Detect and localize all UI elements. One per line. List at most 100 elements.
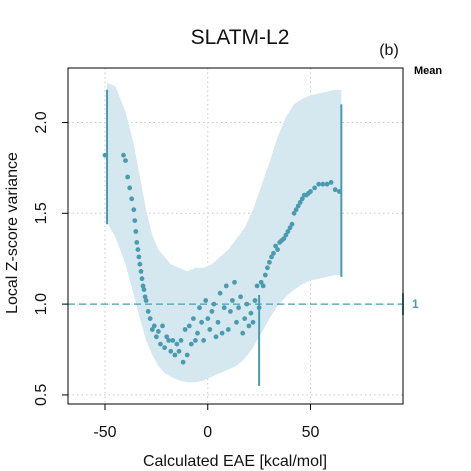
data-point [260, 283, 266, 289]
data-point [166, 338, 172, 343]
data-point [160, 323, 165, 329]
data-point [203, 298, 209, 303]
data-point [299, 196, 305, 202]
data-point [199, 319, 205, 325]
data-point [182, 327, 188, 332]
y-tick-label: 2.0 [33, 111, 50, 133]
data-point [178, 338, 184, 343]
data-point [211, 301, 217, 307]
data-point [134, 240, 140, 245]
data-point [281, 236, 287, 242]
confidence-band [107, 82, 342, 383]
data-point [154, 334, 159, 340]
data-point [147, 316, 153, 321]
data-point [332, 187, 338, 193]
data-point [293, 207, 299, 213]
data-point [244, 301, 250, 307]
data-point [232, 279, 237, 285]
reference-line-label: 1 [412, 297, 419, 311]
data-point [162, 345, 168, 351]
data-point [248, 310, 254, 316]
data-point [267, 259, 272, 265]
data-point [195, 330, 200, 336]
data-point [221, 305, 227, 311]
data-point [186, 323, 192, 329]
plot-frame [67, 67, 404, 405]
data-point [258, 279, 264, 285]
data-point [201, 338, 207, 343]
data-point [242, 316, 248, 321]
data-point [207, 327, 213, 332]
y-tick-label: 0.5 [33, 384, 50, 406]
data-point [256, 305, 262, 311]
data-point [193, 338, 198, 343]
data-point [142, 294, 148, 300]
data-point [275, 247, 280, 253]
axis-ticks: -50 0 50 0.5 1.0 1.5 2.0 [33, 111, 320, 441]
data-point [170, 338, 176, 343]
data-point [273, 243, 278, 249]
data-point [168, 348, 174, 354]
data-point [308, 189, 313, 194]
x-axis-title: Calculated EAE [kcal/mol] [143, 453, 327, 470]
data-point [295, 203, 301, 209]
data-point [289, 221, 295, 227]
data-point [234, 319, 239, 325]
data-point [287, 225, 293, 231]
data-point [127, 185, 133, 191]
data-point [219, 330, 225, 336]
data-point [238, 294, 244, 300]
data-point [217, 290, 223, 296]
data-point [228, 309, 233, 314]
data-point [252, 298, 258, 303]
chart-title: SLATM-L2 [191, 26, 290, 49]
data-point [184, 352, 190, 358]
data-point [205, 316, 211, 321]
data-point [285, 229, 291, 234]
data-point [240, 330, 246, 336]
data-point [336, 189, 342, 194]
data-point [135, 247, 141, 253]
data-point [191, 316, 196, 321]
y-tick-label: 1.0 [33, 293, 50, 315]
data-point [131, 207, 137, 213]
data-point [297, 200, 303, 205]
data-point [230, 298, 235, 303]
data-point [149, 327, 155, 332]
data-point [283, 232, 289, 238]
data-point [176, 348, 182, 354]
data-point [137, 261, 143, 267]
data-points [102, 152, 342, 365]
data-point [188, 341, 194, 347]
x-tick-label: 50 [302, 424, 320, 441]
panel-label: (b) [379, 42, 399, 59]
data-point [225, 327, 231, 332]
data-point [121, 152, 126, 158]
data-point [132, 218, 138, 224]
data-point [254, 283, 260, 289]
data-point [125, 174, 130, 180]
data-point [156, 329, 161, 334]
data-point [123, 158, 128, 164]
data-point [139, 276, 145, 282]
data-point [320, 181, 326, 187]
data-point [180, 359, 186, 365]
data-point [133, 229, 139, 234]
data-point [145, 309, 151, 314]
data-point [265, 265, 270, 271]
data-point [140, 283, 146, 289]
data-point [223, 283, 229, 289]
data-point [312, 185, 317, 191]
x-tick-label: 0 [203, 424, 212, 441]
data-point [213, 334, 219, 340]
data-point [102, 152, 108, 158]
data-point [316, 181, 322, 187]
legend-label: Mean [414, 65, 442, 77]
data-point [250, 319, 256, 325]
data-point [143, 298, 149, 303]
data-point [269, 254, 274, 260]
data-point [236, 305, 242, 311]
x-tick-label: -50 [93, 424, 116, 441]
data-point [291, 210, 297, 216]
